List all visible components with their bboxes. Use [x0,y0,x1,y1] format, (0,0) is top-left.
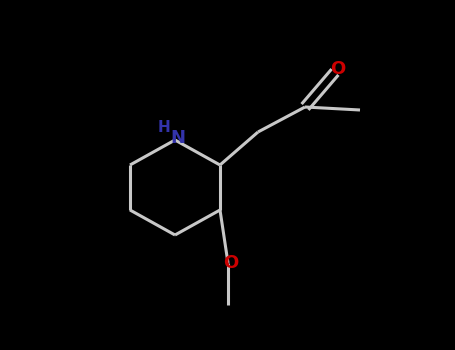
Text: N: N [170,128,185,147]
Text: H: H [157,120,170,135]
Text: O: O [223,254,238,272]
Text: O: O [330,61,345,78]
